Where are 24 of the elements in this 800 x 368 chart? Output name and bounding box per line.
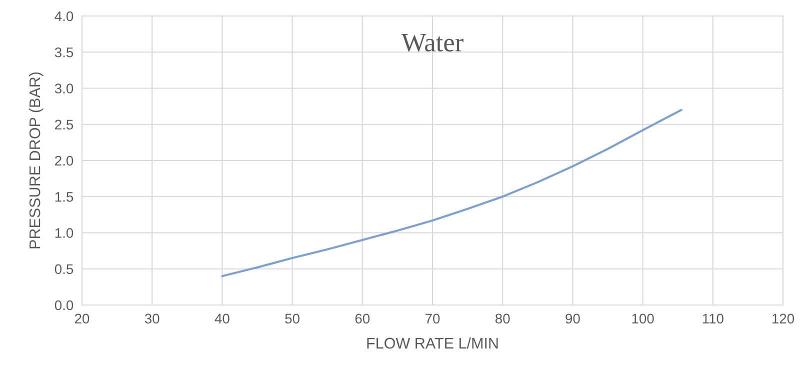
x-tick-label: 110 [702, 314, 724, 324]
x-tick-label: 120 [772, 314, 794, 324]
line-series [221, 108, 682, 278]
y-tick-label: 2.0 [55, 156, 74, 166]
x-tick-label: 50 [285, 314, 300, 324]
y-tick-label: 2.5 [55, 120, 74, 130]
y-tick-label: 3.5 [54, 47, 74, 58]
x-tick-label: 100 [632, 314, 654, 324]
x-tick-label: 30 [144, 314, 160, 324]
y-axis-title: PRESSURE DROP (BAR) [29, 72, 44, 248]
y-tick-label: 0.5 [54, 264, 74, 274]
y-tick-label: 3.0 [54, 84, 74, 94]
x-tick-label: 70 [425, 314, 440, 324]
x-tick-label: 60 [355, 314, 370, 324]
text: Water [401, 34, 464, 52]
x-axis-title: FLOW RATE L/MIN [367, 337, 498, 349]
y-tick-label: 1.0 [55, 228, 74, 238]
y-tick-label: 0.0 [54, 300, 74, 310]
y-tick-label: 4.0 [54, 11, 74, 22]
x-tick-label: 90 [566, 314, 580, 324]
x-tick-label: 80 [495, 314, 510, 324]
x-tick-label: 20 [74, 314, 90, 324]
x-tick-label: 40 [214, 314, 230, 324]
y-tick-label: 1.5 [55, 192, 74, 202]
